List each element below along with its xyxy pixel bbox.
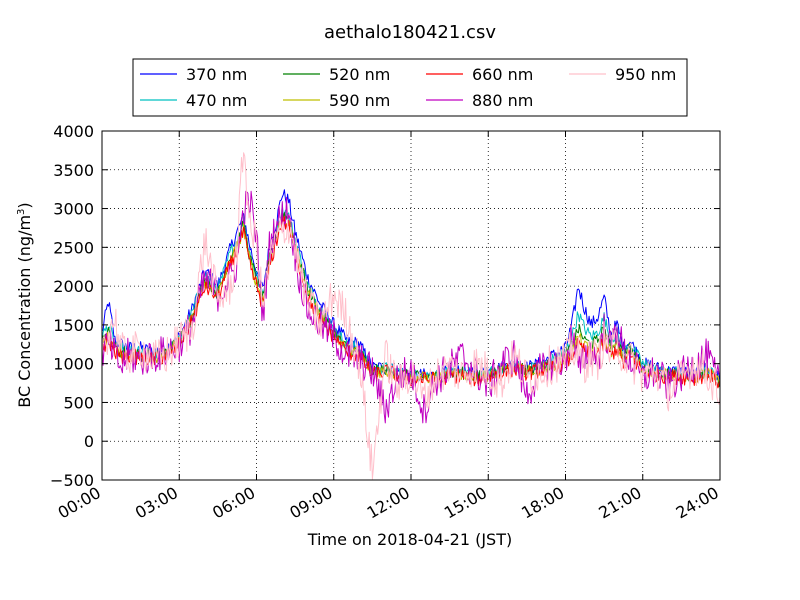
x-tick-label: 06:00 [209,483,258,523]
x-tick-label: 09:00 [286,483,335,523]
legend-label: 660 nm [472,65,533,84]
y-tick-labels: −500 0 500 1000 1500 2000 2500 3000 3500 4000 [50,122,94,490]
y-tick-label: −500 [50,471,94,490]
legend-entry: 950 nm [569,65,676,84]
y-tick-label: 3000 [53,200,94,219]
y-axis-label-main: BC Concentration (ng/m [15,215,34,408]
axis-ticks [101,130,721,481]
series-lines [101,152,721,480]
legend-label: 470 nm [186,91,247,110]
legend-label: 880 nm [472,91,533,110]
legend-label: 590 nm [329,91,390,110]
legend-entry: 880 nm [426,91,533,110]
legend-box [132,58,688,117]
legend-entry: 520 nm [283,65,390,84]
y-tick-label: 4000 [53,122,94,141]
y-axis-label-superscript: 3 [16,209,27,215]
legend-entry: 470 nm [140,91,247,110]
x-tick-label: 18:00 [518,483,567,523]
legend-label: 520 nm [329,65,390,84]
y-tick-label: 2000 [53,277,94,296]
legend-entry: 660 nm [426,65,533,84]
y-tick-label: 3500 [53,161,94,180]
legend-label: 370 nm [186,65,247,84]
chart-title: aethalo180421.csv [324,22,496,43]
legend-entry: 590 nm [283,91,390,110]
y-tick-label: 500 [63,393,94,412]
x-tick-label: 03:00 [132,483,181,523]
y-tick-label: 2500 [53,238,94,257]
x-tick-label: 15:00 [441,483,490,523]
y-tick-label: 0 [84,432,94,451]
x-tick-label: 21:00 [595,483,644,523]
series-line [101,152,721,480]
x-axis-label: Time on 2018-04-21 (JST) [307,530,512,549]
series-line [101,213,721,389]
y-axis-label: BC Concentration (ng/m3) [15,202,34,407]
x-tick-labels: 00:00 03:00 06:00 09:00 12:00 15:00 18:00 21:00… [55,483,722,523]
x-tick-label: 12:00 [364,483,413,523]
legend: 370 nm 470 nm 520 nm 590 nm 660 nm 880 nm 950 … [132,58,688,117]
series-line [101,190,721,424]
legend-entry: 370 nm [140,65,247,84]
y-tick-label: 1000 [53,355,94,374]
y-axis-label-tail: ) [15,202,34,208]
legend-label: 950 nm [615,65,676,84]
x-tick-label: 24:00 [673,483,722,523]
y-tick-label: 1500 [53,316,94,335]
